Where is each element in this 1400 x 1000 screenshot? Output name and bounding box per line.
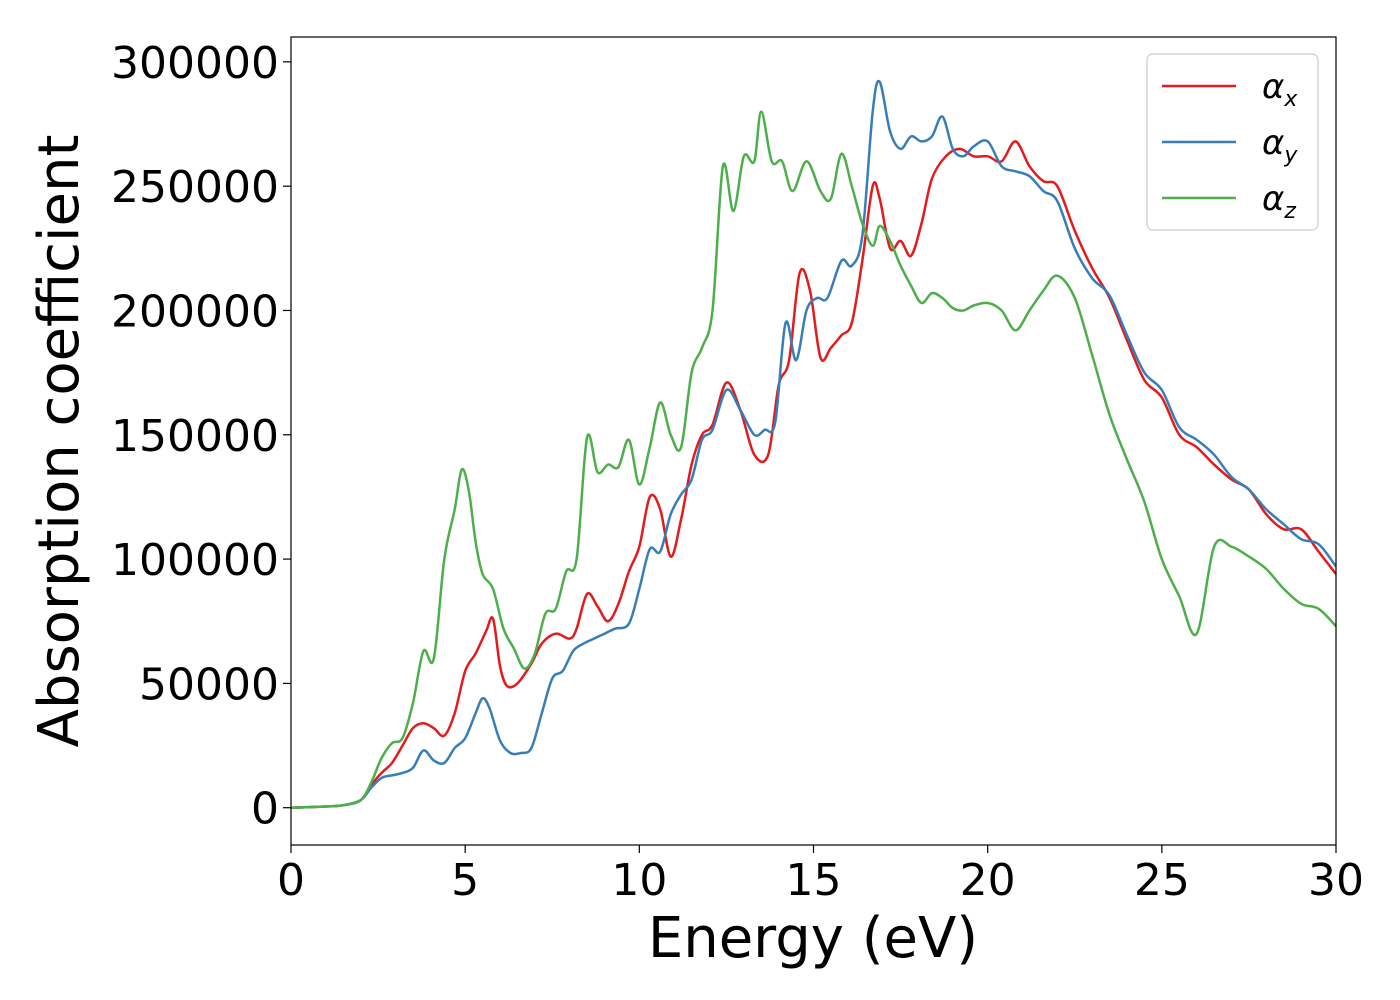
x-tick-label: 10 bbox=[611, 855, 667, 906]
x-tick-label: 5 bbox=[451, 855, 479, 906]
x-tick-label: 30 bbox=[1308, 855, 1364, 906]
y-tick-label: 250000 bbox=[111, 162, 279, 213]
x-axis: 0 5 10 15 20 25 30 bbox=[277, 845, 1364, 906]
series-line-alpha-x bbox=[290, 140, 1337, 809]
y-tick-label: 150000 bbox=[111, 411, 279, 462]
x-axis-title: Energy (eV) bbox=[648, 906, 978, 971]
series-line-alpha-y bbox=[290, 79, 1338, 809]
y-tick-label: 300000 bbox=[111, 38, 279, 89]
legend-label-alpha-y: αy bbox=[1262, 123, 1298, 168]
y-axis: 0 50000 100000 150000 200000 250000 300000 bbox=[111, 38, 291, 835]
series-line-alpha-z bbox=[290, 110, 1337, 809]
x-tick-label: 25 bbox=[1134, 855, 1190, 906]
y-tick-label: 0 bbox=[251, 784, 279, 835]
series-layer bbox=[290, 79, 1338, 809]
legend-label-alpha-z: αz bbox=[1262, 179, 1296, 224]
x-tick-label: 0 bbox=[277, 855, 305, 906]
y-tick-label: 100000 bbox=[111, 535, 279, 586]
y-tick-label: 200000 bbox=[111, 286, 279, 337]
y-axis-title: Absorption coefficient bbox=[27, 135, 92, 748]
x-tick-label: 20 bbox=[960, 855, 1016, 906]
legend-label-alpha-x: αx bbox=[1262, 67, 1298, 112]
x-tick-label: 15 bbox=[786, 855, 842, 906]
legend: αx αy αz bbox=[1146, 53, 1319, 231]
y-tick-label: 50000 bbox=[139, 659, 279, 710]
